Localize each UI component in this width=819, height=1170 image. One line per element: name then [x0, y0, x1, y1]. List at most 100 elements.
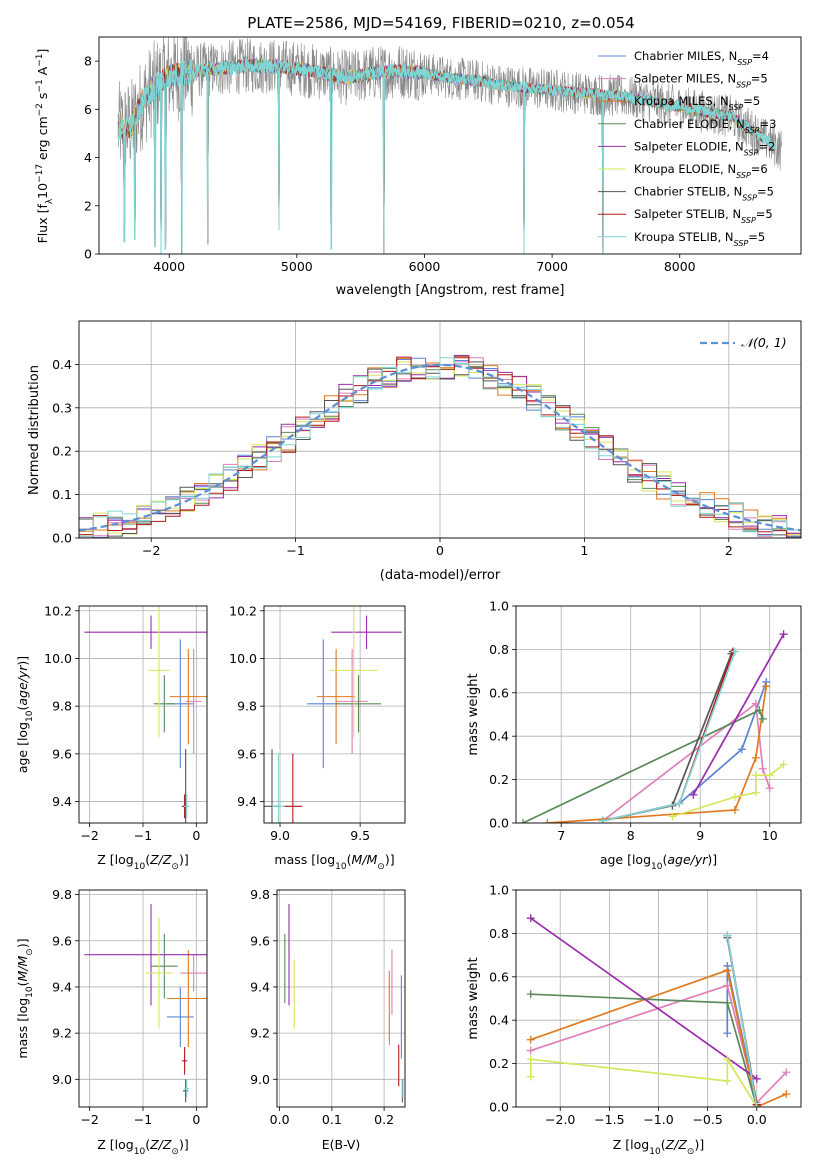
weight-marker	[668, 812, 677, 821]
y-tick-label: 9.8	[237, 699, 257, 714]
error-bar-point	[184, 794, 190, 819]
error-bar-point	[84, 903, 207, 1006]
weight-marker	[758, 714, 767, 723]
x-tick-label: 8000	[664, 259, 696, 274]
weight-marker	[765, 771, 774, 780]
weight-marker	[526, 1035, 535, 1044]
y-tick-label: 9.4	[237, 794, 257, 809]
weight-marker	[779, 760, 788, 769]
x-axis-label: Z [log10(Z/Z⊙)]	[97, 1137, 188, 1157]
error-bar-point	[151, 933, 178, 999]
axes-frame	[98, 36, 802, 255]
y-tick-label: 0	[84, 247, 92, 262]
spectrum-model-line	[117, 57, 763, 254]
y-axis-label: mass weight	[466, 957, 481, 1039]
x-tick-label: 0	[436, 543, 444, 558]
weight-line	[522, 709, 764, 823]
panel-mass-vs-ebv: 0.0 0.1 0.2 9.0 9.2 9.4 9.6 9.8 E(B-V)	[250, 887, 406, 1152]
weight-marker	[737, 745, 746, 754]
y-tick-label: 0.0	[489, 1100, 509, 1115]
weight-marker	[723, 1055, 732, 1064]
x-tick-label: 0	[192, 828, 200, 843]
weight-marker	[723, 998, 732, 1007]
weight-marker	[758, 764, 767, 773]
y-tick-label: 0.8	[489, 926, 509, 941]
error-bar-point	[183, 1079, 189, 1103]
panel-age-vs-Z: −2 −1 0 9.4 9.6 9.8 10.0 10.2 Z [log10(Z/Z⊙)] age…	[15, 603, 208, 872]
axes-frame	[515, 889, 802, 1108]
y-tick-label: 9.2	[52, 1026, 72, 1041]
error-bar-point	[283, 753, 303, 823]
y-tick-label: 0.6	[489, 969, 509, 984]
plot-area	[516, 890, 801, 1107]
y-tick-label: 10.2	[44, 603, 72, 618]
legend-entry: Kroupa MILES, NSSP=5	[634, 94, 760, 112]
x-tick-label: 10	[762, 828, 778, 843]
y-tick-label: 0.8	[489, 642, 509, 657]
weight-marker	[526, 1055, 535, 1064]
histogram-step	[79, 357, 801, 537]
weight-marker	[762, 682, 771, 691]
weight-marker	[526, 990, 535, 999]
y-tick-label: 9.8	[250, 887, 270, 902]
weight-marker	[723, 1076, 732, 1085]
weight-marker	[730, 647, 739, 656]
y-tick-label: 0.4	[489, 729, 509, 744]
axes-frame	[78, 889, 208, 1108]
plot-area	[277, 890, 405, 1107]
y-axis-label: mass weight	[466, 673, 481, 755]
weight-marker	[723, 966, 732, 975]
legend-entry: Salpeter STELIB, NSSP=5	[634, 207, 773, 225]
y-tick-label: 0.3	[52, 400, 72, 415]
y-tick-label: 4	[84, 150, 92, 165]
panel-weight-vs-Z: −2.0 −1.5 −1.0 −0.5 0.0 0.0 0.2 0.4 0.6 0.8 1.0 Z […	[466, 883, 802, 1157]
panel-spectrum: 4000 5000 6000 7000 8000 0 2 4 6 8 wavelength [Ang…	[35, 36, 802, 298]
spectrum-model-line	[117, 59, 763, 254]
weight-marker	[598, 816, 607, 823]
spectrum-model-line	[117, 57, 763, 254]
legend: Chabrier MILES, NSSP=4 Salpeter MILES, NS…	[598, 49, 776, 247]
x-tick-label: 9.0	[270, 828, 290, 843]
y-tick-label: 10.0	[44, 651, 72, 666]
weight-marker	[689, 790, 698, 799]
error-bar-point	[307, 639, 340, 769]
y-axis-label: Normed distribution	[27, 365, 42, 495]
error-bar-point	[331, 615, 402, 649]
error-bar-point	[329, 606, 378, 738]
panel-residuals: −2 −1 0 1 2 0.0 0.1 0.2 0.3 0.4 (data-model)/error…	[27, 320, 802, 583]
legend-entry: Kroupa ELODIE, NSSP=6	[634, 162, 768, 180]
weight-line	[726, 935, 758, 1107]
weight-line	[530, 917, 758, 1080]
y-tick-label: 9.6	[52, 746, 72, 761]
legend-entry: Salpeter ELODIE, NSSP=2	[634, 139, 775, 157]
axes-frame	[78, 605, 208, 824]
weight-marker	[751, 753, 760, 762]
x-axis-label: Z [log10(Z/Z⊙)]	[613, 1137, 704, 1157]
x-tick-label: −1.0	[643, 1112, 673, 1127]
error-bar-point	[180, 954, 207, 992]
error-bar-point	[84, 615, 207, 649]
weight-line	[530, 969, 787, 1107]
x-axis-label: age [log10(age/yr)]	[600, 852, 717, 872]
weight-marker	[751, 699, 760, 708]
x-tick-label: −2	[142, 543, 160, 558]
plot-area	[264, 606, 405, 823]
x-tick-label: 2	[725, 543, 733, 558]
legend-entry: 𝒩(0, 1)	[741, 335, 787, 350]
y-tick-label: 0.2	[52, 444, 72, 459]
y-tick-label: 0.1	[52, 487, 72, 502]
weight-line	[529, 1056, 758, 1107]
x-tick-label: 9	[696, 828, 704, 843]
x-axis-label: wavelength [Angstrom, rest frame]	[336, 283, 565, 298]
weight-marker	[730, 805, 739, 814]
x-tick-label: −0.5	[692, 1112, 722, 1127]
y-tick-label: 1.0	[489, 883, 509, 898]
y-tick-label: 0.4	[489, 1013, 509, 1028]
error-bar-point	[148, 606, 170, 738]
x-tick-label: 0.2	[374, 1112, 394, 1127]
y-axis-label: mass [log10(M/M⊙)]	[15, 938, 35, 1058]
weight-marker	[723, 1029, 732, 1038]
weight-marker	[755, 706, 764, 715]
error-bar-point	[153, 675, 175, 733]
